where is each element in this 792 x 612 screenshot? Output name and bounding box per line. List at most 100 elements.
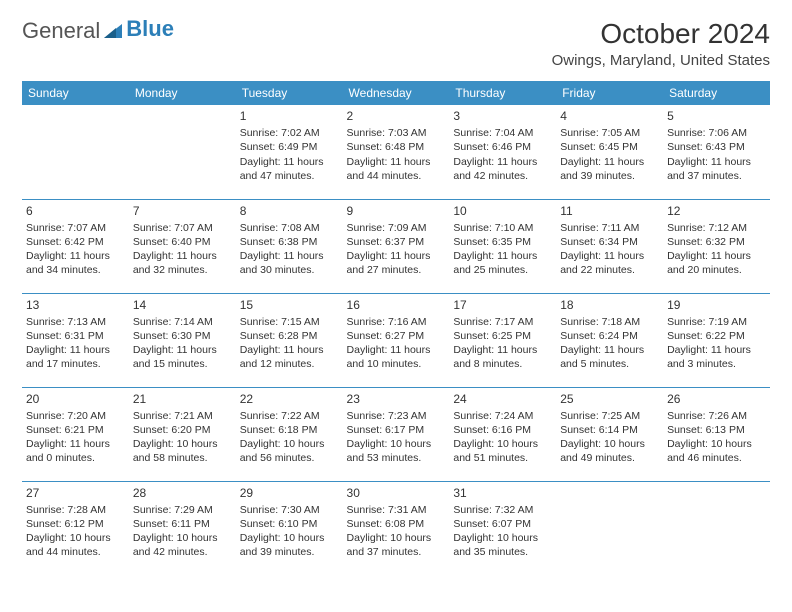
logo-text-1: General [22, 18, 100, 44]
calendar-row: 13Sunrise: 7:13 AMSunset: 6:31 PMDayligh… [22, 293, 770, 387]
calendar-cell: 6Sunrise: 7:07 AMSunset: 6:42 PMDaylight… [22, 199, 129, 293]
weekday-header: Thursday [449, 81, 556, 105]
calendar-table: SundayMondayTuesdayWednesdayThursdayFrid… [22, 81, 770, 575]
sunrise-line: Sunrise: 7:11 AM [560, 221, 659, 235]
day-number: 6 [26, 203, 125, 219]
sunset-line: Sunset: 6:43 PM [667, 140, 766, 154]
daylight-line: Daylight: 10 hours and 42 minutes. [133, 531, 232, 559]
daylight-line: Daylight: 11 hours and 10 minutes. [347, 343, 446, 371]
day-number: 21 [133, 391, 232, 407]
daylight-line: Daylight: 11 hours and 15 minutes. [133, 343, 232, 371]
calendar-row: 6Sunrise: 7:07 AMSunset: 6:42 PMDaylight… [22, 199, 770, 293]
calendar-cell: 7Sunrise: 7:07 AMSunset: 6:40 PMDaylight… [129, 199, 236, 293]
daylight-line: Daylight: 10 hours and 53 minutes. [347, 437, 446, 465]
calendar-cell: 12Sunrise: 7:12 AMSunset: 6:32 PMDayligh… [663, 199, 770, 293]
day-number: 25 [560, 391, 659, 407]
sunrise-line: Sunrise: 7:15 AM [240, 315, 339, 329]
calendar-cell: 10Sunrise: 7:10 AMSunset: 6:35 PMDayligh… [449, 199, 556, 293]
sunrise-line: Sunrise: 7:18 AM [560, 315, 659, 329]
sunset-line: Sunset: 6:18 PM [240, 423, 339, 437]
calendar-cell: 21Sunrise: 7:21 AMSunset: 6:20 PMDayligh… [129, 387, 236, 481]
sunrise-line: Sunrise: 7:22 AM [240, 409, 339, 423]
sunrise-line: Sunrise: 7:12 AM [667, 221, 766, 235]
sunset-line: Sunset: 6:24 PM [560, 329, 659, 343]
daylight-line: Daylight: 10 hours and 46 minutes. [667, 437, 766, 465]
sunrise-line: Sunrise: 7:23 AM [347, 409, 446, 423]
day-number: 7 [133, 203, 232, 219]
day-number: 8 [240, 203, 339, 219]
day-number: 19 [667, 297, 766, 313]
sunrise-line: Sunrise: 7:02 AM [240, 126, 339, 140]
sunrise-line: Sunrise: 7:26 AM [667, 409, 766, 423]
day-number: 27 [26, 485, 125, 501]
calendar-cell: 19Sunrise: 7:19 AMSunset: 6:22 PMDayligh… [663, 293, 770, 387]
calendar-cell: 27 Sunrise: 7:28 AMSunset: 6:12 PMDayligh… [22, 481, 129, 575]
sunrise-line: Sunrise: 7:07 AM [133, 221, 232, 235]
location: Owings, Maryland, United States [552, 52, 770, 69]
daylight-line: Daylight: 11 hours and 8 minutes. [453, 343, 552, 371]
day-number: 22 [240, 391, 339, 407]
calendar-cell: 5Sunrise: 7:06 AMSunset: 6:43 PMDaylight… [663, 105, 770, 199]
sunset-line: Sunset: 6:27 PM [347, 329, 446, 343]
sunrise-line: Sunrise: 7:32 AM [453, 503, 552, 517]
sunrise-line: Sunrise: 7:20 AM [26, 409, 125, 423]
daylight-line: Daylight: 11 hours and 17 minutes. [26, 343, 125, 371]
daylight-line: Daylight: 11 hours and 3 minutes. [667, 343, 766, 371]
logo: General Blue [22, 18, 174, 44]
weekday-header-row: SundayMondayTuesdayWednesdayThursdayFrid… [22, 81, 770, 105]
sunset-line: Sunset: 6:17 PM [347, 423, 446, 437]
sunset-line: Sunset: 6:16 PM [453, 423, 552, 437]
sunrise-line: Sunrise: 7:10 AM [453, 221, 552, 235]
day-number: 3 [453, 108, 552, 124]
sunrise-line: Sunrise: 7:05 AM [560, 126, 659, 140]
day-number: 4 [560, 108, 659, 124]
calendar-cell: 3Sunrise: 7:04 AMSunset: 6:46 PMDaylight… [449, 105, 556, 199]
day-number: 13 [26, 297, 125, 313]
sunrise-line: Sunrise: 7:21 AM [133, 409, 232, 423]
sunrise-line: Sunrise: 7:28 AM [26, 503, 125, 517]
day-number: 2 [347, 108, 446, 124]
daylight-line: Daylight: 11 hours and 22 minutes. [560, 249, 659, 277]
sunset-line: Sunset: 6:25 PM [453, 329, 552, 343]
day-number: 20 [26, 391, 125, 407]
calendar-cell: 8Sunrise: 7:08 AMSunset: 6:38 PMDaylight… [236, 199, 343, 293]
calendar-cell: 16 Sunrise: 7:16 AMSunset: 6:27 PMDayligh… [343, 293, 450, 387]
sunrise-line: Sunrise: 7:19 AM [667, 315, 766, 329]
title-block: October 2024 Owings, Maryland, United St… [552, 18, 770, 69]
sunset-line: Sunset: 6:48 PM [347, 140, 446, 154]
sunset-line: Sunset: 6:49 PM [240, 140, 339, 154]
sunrise-line: Sunrise: 7:17 AM [453, 315, 552, 329]
sunrise-line: Sunrise: 7:13 AM [26, 315, 125, 329]
daylight-line: Daylight: 10 hours and 39 minutes. [240, 531, 339, 559]
sunset-line: Sunset: 6:34 PM [560, 235, 659, 249]
weekday-header: Friday [556, 81, 663, 105]
calendar-cell: 22Sunrise: 7:22 AMSunset: 6:18 PMDayligh… [236, 387, 343, 481]
calendar-body: 1 Sunrise: 7:02 AMSunset: 6:49 PM Daylight… [22, 105, 770, 575]
daylight-line: Daylight: 11 hours and 30 minutes. [240, 249, 339, 277]
daylight-line: Daylight: 10 hours and 49 minutes. [560, 437, 659, 465]
weekday-header: Saturday [663, 81, 770, 105]
sunrise-line: Sunrise: 7:16 AM [347, 315, 446, 329]
sunrise-line: Sunrise: 7:06 AM [667, 126, 766, 140]
calendar-cell: 4Sunrise: 7:05 AMSunset: 6:45 PMDaylight… [556, 105, 663, 199]
sunrise-line: Sunrise: 7:03 AM [347, 126, 446, 140]
sunrise-line: Sunrise: 7:04 AM [453, 126, 552, 140]
day-number: 26 [667, 391, 766, 407]
sunset-line: Sunset: 6:12 PM [26, 517, 125, 531]
day-number: 1 [240, 108, 339, 124]
day-number: 10 [453, 203, 552, 219]
calendar-cell: 26 Sunrise: 7:26 AMSunset: 6:13 PMDayligh… [663, 387, 770, 481]
daylight-line: Daylight: 10 hours and 44 minutes. [26, 531, 125, 559]
calendar-cell [22, 105, 129, 199]
calendar-row: 20Sunrise: 7:20 AMSunset: 6:21 PMDayligh… [22, 387, 770, 481]
day-number: 16 [347, 297, 446, 313]
sunrise-line: Sunrise: 7:29 AM [133, 503, 232, 517]
header: General Blue October 2024 Owings, Maryla… [22, 18, 770, 69]
calendar-cell: 29Sunrise: 7:30 AMSunset: 6:10 PMDayligh… [236, 481, 343, 575]
day-number: 12 [667, 203, 766, 219]
sunrise-line: Sunrise: 7:09 AM [347, 221, 446, 235]
calendar-cell: 25Sunrise: 7:25 AMSunset: 6:14 PMDayligh… [556, 387, 663, 481]
sunset-line: Sunset: 6:13 PM [667, 423, 766, 437]
sunset-line: Sunset: 6:30 PM [133, 329, 232, 343]
daylight-line: Daylight: 11 hours and 25 minutes. [453, 249, 552, 277]
